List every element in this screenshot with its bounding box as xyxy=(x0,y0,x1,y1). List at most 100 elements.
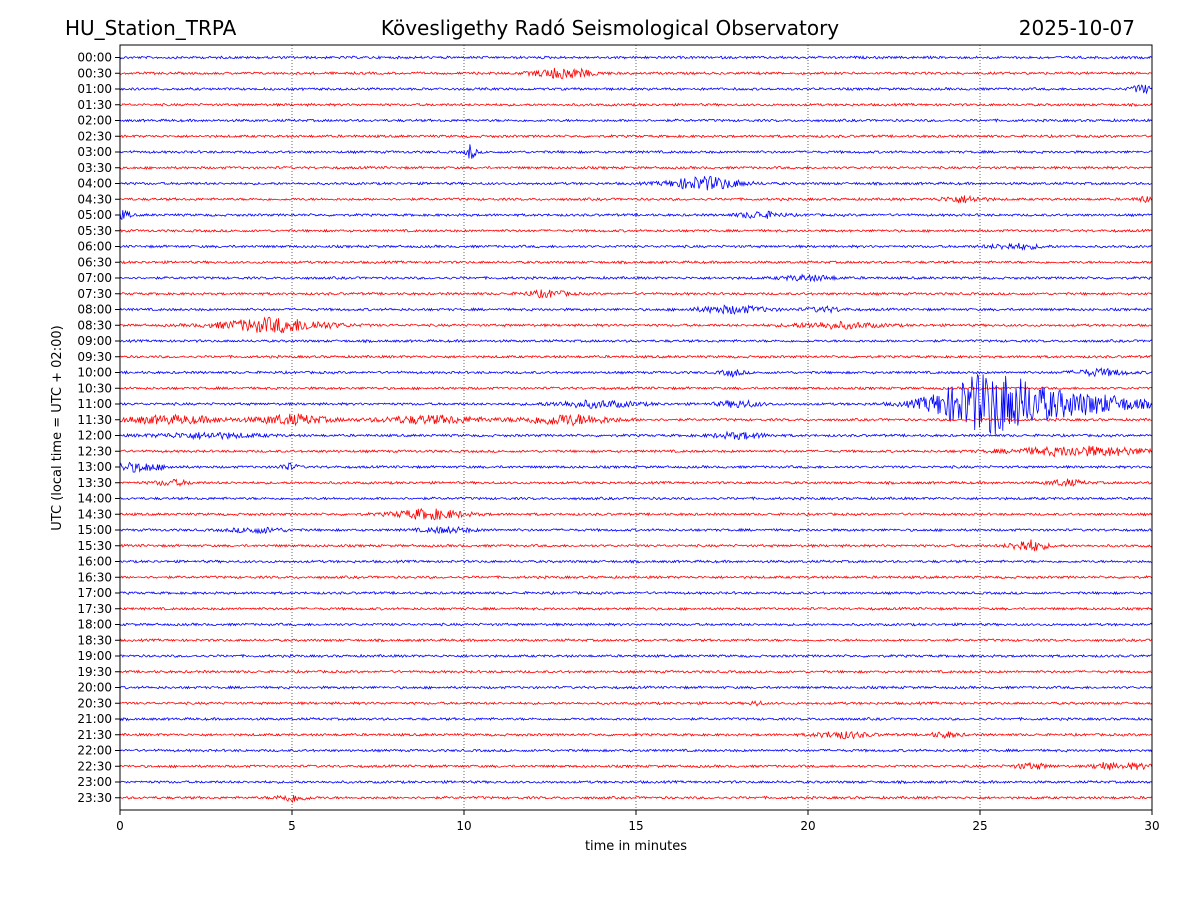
seismic-trace-2030 xyxy=(119,700,1153,707)
seismic-trace-0030 xyxy=(119,67,1153,80)
y-tick-label: 19:30 xyxy=(77,665,112,679)
plot-frame xyxy=(119,44,1153,811)
seismic-trace-1700 xyxy=(119,590,1153,596)
seismic-trace-0400 xyxy=(119,175,1153,191)
y-tick-label: 00:30 xyxy=(77,66,112,80)
seismic-trace-1130 xyxy=(119,412,1153,427)
seismic-trace-0200 xyxy=(119,118,1153,123)
seismic-trace-0430 xyxy=(119,194,1153,204)
seismic-trace-0100 xyxy=(119,84,1153,95)
y-tick-label: 06:00 xyxy=(77,240,112,254)
y-tick-label: 17:30 xyxy=(77,602,112,616)
y-tick-label: 20:00 xyxy=(77,681,112,695)
seismic-trace-0630 xyxy=(119,260,1153,265)
y-tick-label: 02:00 xyxy=(77,114,112,128)
y-tick-label: 10:30 xyxy=(77,381,112,395)
y-tick-label: 22:30 xyxy=(77,759,112,773)
seismic-trace-1600 xyxy=(119,559,1153,564)
y-tick-label: 06:30 xyxy=(77,255,112,269)
y-tick-label: 18:30 xyxy=(77,633,112,647)
seismic-trace-0700 xyxy=(119,273,1153,283)
seismic-trace-1000 xyxy=(119,367,1153,378)
seismic-trace-0130 xyxy=(119,102,1153,108)
y-tick-label: 01:30 xyxy=(77,98,112,112)
y-tick-label: 19:00 xyxy=(77,649,112,663)
trace-layer xyxy=(119,55,1153,803)
y-tick-label: 16:00 xyxy=(77,555,112,569)
chart-date: 2025-10-07 xyxy=(1019,16,1135,40)
x-tick-label: 5 xyxy=(288,819,296,833)
seismic-trace-2000 xyxy=(119,685,1153,690)
y-tick-label: 07:30 xyxy=(77,287,112,301)
x-axis-label: time in minutes xyxy=(585,839,687,854)
seismic-trace-0500 xyxy=(119,209,1153,221)
y-tick-label: 11:00 xyxy=(77,397,112,411)
seismic-trace-1500 xyxy=(119,525,1153,535)
y-tick-label: 01:00 xyxy=(77,82,112,96)
y-tick-label: 04:00 xyxy=(77,177,112,191)
x-tick-label: 25 xyxy=(972,819,987,833)
y-tick-label: 15:00 xyxy=(77,523,112,537)
y-tick-label: 16:30 xyxy=(77,570,112,584)
seismic-trace-0800 xyxy=(119,304,1153,316)
y-tick-label: 12:00 xyxy=(77,429,112,443)
seismic-trace-2300 xyxy=(119,779,1153,785)
seismic-trace-2130 xyxy=(119,731,1153,740)
seismic-trace-0000 xyxy=(119,55,1153,60)
y-tick-label: 22:00 xyxy=(77,744,112,758)
seismic-trace-1230 xyxy=(119,445,1153,458)
x-axis-ticks: 0 5 10 15 20 25 30 xyxy=(116,810,1160,833)
seismic-trace-1800 xyxy=(119,622,1153,627)
y-tick-label: 15:30 xyxy=(77,539,112,553)
y-tick-label: 07:00 xyxy=(77,271,112,285)
seismic-trace-0230 xyxy=(119,133,1153,139)
seismic-trace-0730 xyxy=(119,289,1153,299)
chart-title: Kövesligethy Radó Seismological Observat… xyxy=(381,16,839,40)
seismic-trace-2230 xyxy=(119,761,1153,771)
y-tick-label: 00:00 xyxy=(77,51,112,65)
y-tick-label: 02:30 xyxy=(77,129,112,143)
seismic-trace-1730 xyxy=(119,606,1153,611)
y-tick-label: 08:30 xyxy=(77,318,112,332)
x-tick-label: 10 xyxy=(456,819,471,833)
y-tick-label: 14:00 xyxy=(77,492,112,506)
y-tick-label: 23:30 xyxy=(77,791,112,805)
x-tick-label: 30 xyxy=(1144,819,1159,833)
y-tick-label: 05:00 xyxy=(77,208,112,222)
y-tick-label: 12:30 xyxy=(77,444,112,458)
seismic-trace-0530 xyxy=(119,228,1153,233)
y-tick-label: 05:30 xyxy=(77,224,112,238)
y-tick-label: 11:30 xyxy=(77,413,112,427)
y-axis-label: UTC (local time = UTC + 02:00) xyxy=(50,325,65,530)
seismic-trace-1330 xyxy=(119,478,1153,488)
y-tick-label: 09:00 xyxy=(77,334,112,348)
seismic-trace-0330 xyxy=(119,165,1153,171)
y-tick-label: 04:30 xyxy=(77,192,112,206)
y-tick-label: 13:00 xyxy=(77,460,112,474)
seismic-trace-0600 xyxy=(119,242,1153,251)
y-tick-label: 18:00 xyxy=(77,618,112,632)
y-tick-label: 09:30 xyxy=(77,350,112,364)
seismic-trace-1830 xyxy=(119,638,1153,643)
y-tick-label: 03:00 xyxy=(77,145,112,159)
seismic-trace-1100 xyxy=(119,373,1153,435)
seismic-trace-1930 xyxy=(119,669,1153,674)
y-tick-label: 20:30 xyxy=(77,696,112,710)
y-tick-label: 03:30 xyxy=(77,161,112,175)
seismic-trace-1430 xyxy=(119,507,1153,521)
seismic-trace-1530 xyxy=(119,539,1153,552)
x-tick-label: 20 xyxy=(800,819,815,833)
seismic-trace-1300 xyxy=(119,461,1153,473)
seismic-trace-1400 xyxy=(119,496,1153,501)
y-tick-label: 13:30 xyxy=(77,476,112,490)
y-tick-label: 08:00 xyxy=(77,303,112,317)
y-tick-label: 23:00 xyxy=(77,775,112,789)
seismic-trace-0930 xyxy=(119,354,1153,359)
y-tick-label: 21:30 xyxy=(77,728,112,742)
y-tick-label: 10:00 xyxy=(77,366,112,380)
seismic-trace-0900 xyxy=(119,338,1153,344)
seismic-trace-1200 xyxy=(119,430,1153,441)
seismic-trace-2330 xyxy=(119,794,1153,803)
